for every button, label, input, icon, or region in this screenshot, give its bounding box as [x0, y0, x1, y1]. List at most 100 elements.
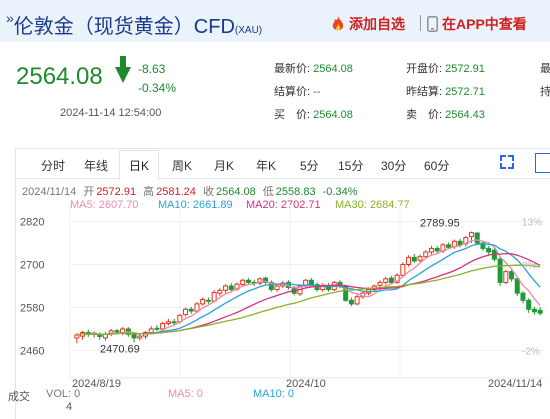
candle-body	[137, 335, 143, 339]
last-price: 2564.08	[16, 63, 103, 90]
candle-body	[428, 247, 434, 253]
title-sub: (XAU)	[234, 25, 263, 36]
tab-15min[interactable]: 15分	[338, 159, 364, 173]
candle-body	[469, 232, 475, 238]
right-pct-label: 9%	[522, 261, 537, 272]
candle-body	[400, 264, 406, 276]
candle-body	[211, 291, 217, 302]
quote-field-bid: 买 价: 2564.08	[274, 109, 353, 121]
candle-body	[97, 334, 103, 337]
candle-body	[537, 309, 543, 314]
candle-body	[348, 299, 354, 305]
quote-field-ask: 卖 价: 2564.43	[406, 109, 485, 121]
candle-body	[171, 321, 177, 324]
candle-body	[114, 330, 120, 333]
quote-time: 2024-11-14 12:54:00	[60, 107, 162, 119]
chart-panel	[15, 148, 550, 419]
candle-body	[268, 281, 274, 291]
candle-body	[205, 299, 211, 302]
right-pct-label: 13%	[522, 218, 542, 229]
candle-body	[406, 256, 412, 266]
candle-body	[457, 240, 463, 246]
candle-body	[245, 279, 251, 283]
candle-body	[354, 296, 360, 305]
title-text: 伦敦金（现货黄金）CFD	[13, 16, 235, 38]
candle-body	[383, 278, 389, 283]
candle-body	[131, 333, 137, 339]
period-tabs: 分时 年线 日K 周K 月K 年K 5分 15分 30分 60分	[15, 149, 550, 179]
max-price-label: 2789.95	[420, 217, 460, 229]
header-divider	[420, 15, 421, 31]
tab-monthly-k[interactable]: 月K	[214, 159, 235, 173]
right-pct-label: -2%	[522, 346, 540, 357]
down-arrow-icon	[115, 56, 131, 83]
candle-body	[509, 271, 515, 280]
x-tick-label: 2024/11/14	[488, 378, 542, 390]
ma30-label: MA30: 2684.77	[335, 199, 410, 211]
tab-5min[interactable]: 5分	[300, 159, 319, 173]
candle-body	[514, 278, 520, 294]
candle-body	[526, 299, 532, 310]
tab-daily-k[interactable]: 日K	[129, 157, 150, 174]
candle-body	[183, 308, 189, 316]
ma20-line	[76, 252, 541, 336]
quote-field-open: 开盘价: 2572.91	[406, 63, 485, 75]
candle-body	[486, 247, 492, 253]
candle-body	[308, 279, 314, 286]
candle-body	[154, 327, 160, 330]
candle-body	[74, 334, 80, 339]
panel-icon[interactable]	[535, 153, 550, 173]
ma10-label: MA10: 2661.89	[158, 199, 233, 211]
candle-body	[194, 303, 200, 312]
ma10-line	[76, 243, 541, 336]
header-bar: »伦敦金（现货黄金）CFD(XAU) 添加自选 在APP中查看	[0, 0, 550, 42]
quote-field-latest: 最新价: 2564.08	[274, 63, 353, 75]
tab-yearly-k[interactable]: 年K	[256, 159, 277, 173]
candle-body	[240, 279, 246, 286]
candle-body	[531, 308, 537, 313]
candle-body	[108, 330, 114, 334]
add-favorite-button[interactable]: 添加自选	[331, 14, 405, 34]
candle-body	[520, 292, 526, 301]
candle-body	[417, 256, 423, 261]
candle-body	[497, 258, 503, 283]
phone-icon	[427, 16, 438, 32]
ma30-line	[76, 264, 541, 336]
x-tick-label: 2024/8/19	[72, 378, 121, 390]
title-marker: »	[6, 10, 14, 26]
x-tick-label: 2024/10	[286, 378, 326, 390]
tab-intraday[interactable]: 分时	[41, 159, 66, 173]
tab-60min[interactable]: 60分	[424, 159, 450, 173]
candle-body	[423, 251, 429, 258]
candle-body	[160, 323, 166, 330]
add-favorite-label: 添加自选	[349, 16, 405, 32]
tab-year-line[interactable]: 年线	[84, 159, 109, 173]
tab-divider	[15, 178, 550, 179]
fire-icon	[331, 16, 345, 32]
candle-body	[480, 242, 486, 249]
view-in-app-label: 在APP中查看	[442, 16, 527, 32]
candle-body	[274, 285, 280, 291]
candle-body	[148, 328, 154, 334]
fullscreen-icon[interactable]	[500, 155, 514, 169]
y-tick-label: 2700	[20, 260, 44, 272]
view-in-app-button[interactable]: 在APP中查看	[427, 14, 527, 34]
tab-30min[interactable]: 30分	[381, 159, 407, 173]
candle-body	[228, 285, 234, 291]
candle-body	[411, 256, 417, 262]
candle-body	[188, 308, 194, 312]
tab-weekly-k[interactable]: 周K	[172, 159, 193, 173]
candle-body	[217, 289, 223, 294]
candle-body	[223, 285, 229, 291]
candle-body	[257, 278, 263, 284]
ma5-label: MA5: 2607.70	[70, 199, 139, 211]
quote-field-settle: 结算价: --	[274, 86, 321, 98]
price-change-pct: -0.34%	[138, 81, 177, 95]
y-tick-label: 2820	[20, 217, 44, 229]
candle-body	[200, 299, 206, 305]
candle-body	[165, 321, 171, 325]
quote-field-edge-1: 最	[540, 63, 550, 75]
page-title: »伦敦金（现货黄金）CFD(XAU)	[6, 10, 262, 39]
